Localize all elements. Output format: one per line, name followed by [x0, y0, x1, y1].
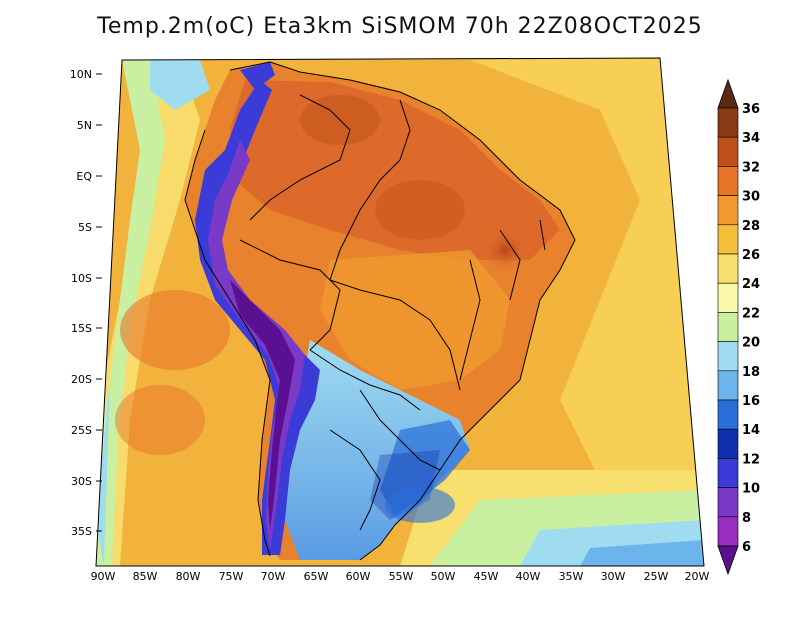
colorbar-swatch	[717, 341, 739, 372]
x-tick-label: 25W	[644, 570, 669, 583]
y-tick-label: EQ	[76, 170, 92, 183]
y-tick-label: 25S	[71, 424, 92, 437]
x-tick-label: 20W	[685, 570, 710, 583]
colorbar-label: 30	[742, 190, 760, 205]
colorbar-swatch	[717, 516, 739, 547]
y-tick-label: 30S	[71, 475, 92, 488]
colorbar-swatch	[717, 136, 739, 167]
colorbar-label: 12	[742, 452, 760, 467]
colorbar-label: 14	[742, 423, 760, 438]
colorbar-label: 36	[742, 102, 760, 117]
south-cool-region	[285, 340, 470, 560]
colorbar-label: 10	[742, 482, 760, 497]
map-frame	[95, 57, 705, 567]
y-tick-label: 10N	[70, 68, 92, 81]
colorbar-label: 22	[742, 306, 760, 321]
colorbar-swatch	[717, 428, 739, 459]
x-tick-label: 40W	[516, 570, 541, 583]
colorbar-swatch	[717, 282, 739, 313]
colorbar-max-arrow	[717, 78, 739, 109]
y-tick-label: 5N	[77, 119, 92, 132]
colorbar-label: 16	[742, 394, 760, 409]
x-tick-label: 30W	[601, 570, 626, 583]
map-field	[96, 58, 704, 566]
colorbar-label: 18	[742, 365, 760, 380]
colorbar-swatch	[717, 487, 739, 518]
x-tick-label: 80W	[176, 570, 201, 583]
colorbar: 36 34 32 30 28 26 24 22 20 18 16 14 12 10 8 6	[717, 78, 760, 576]
country-borders	[184, 61, 576, 561]
x-tick-label: 50W	[431, 570, 456, 583]
colorbar-swatch	[717, 253, 739, 284]
colorbar-swatch	[717, 107, 739, 138]
colorbar-swatch	[717, 312, 739, 342]
colorbar-label: 32	[742, 160, 760, 175]
hot-spot-northeast	[480, 228, 530, 272]
x-tick-label: 45W	[474, 570, 499, 583]
x-tick-label: 70W	[261, 570, 286, 583]
x-tick-label: 75W	[219, 570, 244, 583]
colorbar-swatch	[717, 458, 739, 488]
x-tick-label: 85W	[133, 570, 158, 583]
x-tick-label: 90W	[91, 570, 116, 583]
colorbar-swatch	[717, 166, 739, 196]
colorbar-label: 6	[742, 540, 751, 555]
colorbar-swatch	[717, 399, 739, 430]
colorbar-swatch	[717, 224, 739, 255]
colorbar-swatch	[717, 195, 739, 226]
colorbar-label: 28	[742, 219, 760, 234]
y-tick-label: 35S	[71, 525, 92, 538]
y-tick-label: 10S	[71, 272, 92, 285]
x-tick-label: 60W	[346, 570, 371, 583]
colorbar-label: 24	[742, 277, 760, 292]
y-axis: 10N 5N EQ 5S 10S 15S 20S 25S 30S 35S	[70, 68, 102, 538]
colorbar-label: 34	[742, 131, 760, 146]
map-title: Temp.2m(oC) Eta3km SiSMOM 70h 22Z08OCT20…	[97, 14, 703, 39]
colorbar-label: 8	[742, 511, 751, 526]
x-tick-label: 65W	[304, 570, 329, 583]
x-tick-label: 55W	[389, 570, 414, 583]
y-tick-label: 5S	[78, 221, 92, 234]
colorbar-min-arrow	[717, 545, 739, 576]
y-tick-label: 15S	[71, 322, 92, 335]
y-tick-label: 20S	[71, 373, 92, 386]
colorbar-label: 26	[742, 248, 760, 263]
x-tick-label: 35W	[559, 570, 584, 583]
x-axis: 90W 85W 80W 75W 70W 65W 60W 55W 50W 45W …	[91, 570, 710, 583]
colorbar-swatch	[717, 370, 739, 401]
colorbar-label: 20	[742, 336, 760, 351]
